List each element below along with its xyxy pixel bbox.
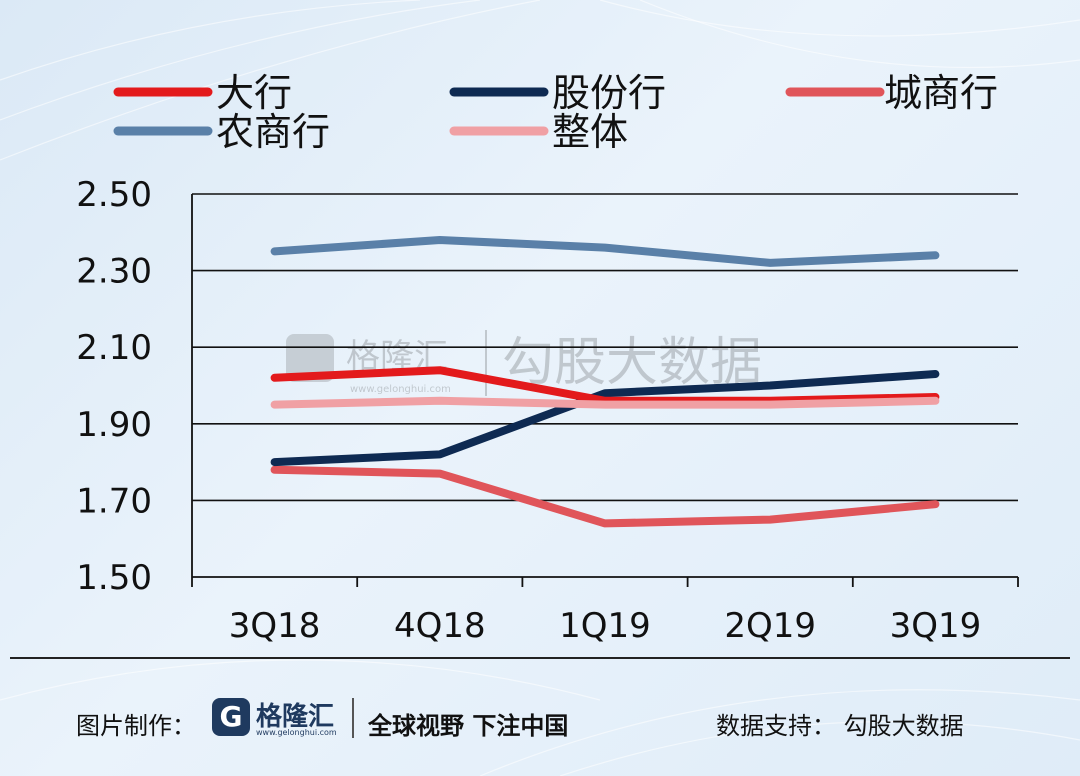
legend-item-zhengti: 整体	[449, 110, 628, 154]
series-line	[270, 396, 940, 409]
series-line	[270, 236, 940, 267]
watermark-logo-icon	[286, 334, 334, 382]
y-tick-label: 2.30	[76, 252, 152, 292]
axes	[191, 194, 1019, 587]
footer: 图片制作： G 格隆汇 www.gelonghui.com 全球视野 下注中国 …	[0, 688, 1080, 758]
y-tick-label: 2.10	[76, 328, 152, 368]
x-tick-label: 3Q18	[229, 606, 321, 646]
legend-label-chengshang-hang: 城商行	[884, 71, 998, 115]
y-tick-label: 1.70	[76, 481, 152, 521]
legend-item-nongshang-hang: 农商行	[113, 110, 330, 154]
x-axis-ticks: 3Q18 4Q18 1Q19 2Q19 3Q19	[229, 606, 981, 646]
watermark-url: www.gelonghui.com	[350, 384, 451, 395]
footer-divider	[352, 698, 354, 738]
y-axis-ticks: 1.50 1.70 1.90 2.10 2.30 2.50	[76, 175, 152, 598]
gridlines	[192, 193, 1018, 502]
footer-rule	[10, 657, 1070, 659]
logo-name: 格隆汇	[256, 702, 335, 732]
footer-slogan: 全球视野 下注中国	[368, 712, 569, 740]
legend: 大行 股份行 城商行 农商行 整体	[113, 71, 998, 154]
legend-item-gufen-hang: 股份行	[449, 71, 666, 115]
legend-item-da-hang: 大行	[113, 71, 292, 115]
x-tick-label: 2Q19	[724, 606, 816, 646]
watermark-brand: 勾股大数据	[502, 333, 762, 393]
y-tick-label: 1.50	[76, 558, 152, 598]
series-line	[270, 370, 940, 467]
y-tick-label: 2.50	[76, 175, 152, 215]
gelonghui-logo: G 格隆汇 www.gelonghui.com	[212, 696, 337, 740]
x-tick-label: 4Q18	[394, 606, 486, 646]
footer-made-label: 图片制作：	[76, 712, 196, 740]
legend-label-zhengti: 整体	[552, 110, 628, 154]
logo-g-icon: G	[212, 698, 250, 736]
series-lines	[270, 236, 940, 528]
series-line	[270, 465, 940, 528]
legend-label-gufen-hang: 股份行	[552, 71, 666, 115]
footer-source: 数据支持： 勾股大数据	[716, 712, 964, 740]
logo-url: www.gelonghui.com	[256, 728, 337, 737]
legend-label-da-hang: 大行	[216, 71, 292, 115]
y-tick-label: 1.90	[76, 405, 152, 445]
x-tick-label: 3Q19	[890, 606, 982, 646]
legend-label-nongshang-hang: 农商行	[216, 110, 330, 154]
legend-item-chengshang-hang: 城商行	[785, 71, 998, 115]
x-tick-label: 1Q19	[559, 606, 651, 646]
